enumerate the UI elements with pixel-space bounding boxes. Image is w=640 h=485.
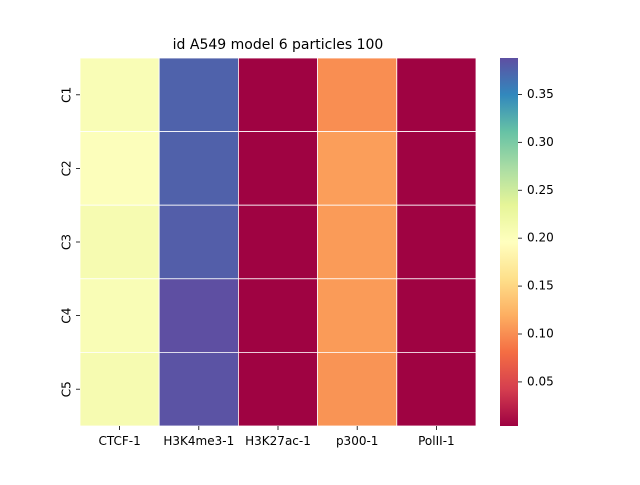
colorbar-tick-label: 0.35 (527, 87, 554, 101)
heatmap-cell (396, 278, 477, 353)
y-tick-label: C2 (60, 160, 74, 176)
heatmap-cell (317, 278, 398, 353)
colorbar-tick-label: 0.20 (527, 231, 554, 245)
chart-title: id A549 model 6 particles 100 (173, 37, 384, 53)
y-tick-label: C3 (60, 234, 74, 250)
colorbar-tick-label: 0.30 (527, 135, 554, 149)
y-tick-label: C5 (60, 381, 74, 397)
heatmap-cell (79, 278, 160, 353)
heatmap-cell (396, 57, 477, 132)
heatmap-cell (237, 57, 318, 132)
heatmap-cell (237, 351, 318, 427)
x-tick-label: PolII-1 (418, 434, 455, 448)
heatmap-cell (317, 131, 398, 206)
heatmap-cell (237, 204, 318, 280)
heatmap-cell (79, 204, 160, 280)
colorbar-tick-label: 0.10 (527, 327, 554, 341)
x-tick-labels: CTCF-1 H3K4me3-1 H3K27ac-1 p300-1 PolII-1 (98, 426, 455, 448)
heatmap-cell (237, 131, 318, 206)
x-tick-label: p300-1 (336, 434, 379, 448)
heatmap-cell (79, 351, 160, 427)
heatmap-cell (79, 131, 160, 206)
heatmap-cell (237, 278, 318, 353)
heatmap-cell (317, 204, 398, 280)
colorbar: 0.05 0.10 0.15 0.20 0.25 0.30 0.35 (500, 58, 554, 426)
heatmap-cell (396, 131, 477, 206)
heatmap-cell (317, 351, 398, 427)
heatmap-cell (396, 204, 477, 280)
colorbar-tick-label: 0.15 (527, 279, 554, 293)
heatmap-cell (158, 204, 239, 280)
heatmap-cell (79, 57, 160, 132)
heatmap-cell (158, 278, 239, 353)
y-tick-labels: C1 C2 C3 C4 C5 (60, 87, 80, 397)
y-tick-label: C4 (60, 308, 74, 324)
x-tick-label: H3K4me3-1 (163, 434, 234, 448)
heatmap-cell (396, 351, 477, 427)
heatmap-cells (79, 57, 477, 427)
y-tick-label: C1 (60, 87, 74, 103)
colorbar-tick-label: 0.05 (527, 374, 554, 388)
heatmap-cell (158, 57, 239, 132)
x-tick-label: CTCF-1 (98, 434, 140, 448)
colorbar-gradient (500, 58, 518, 426)
x-tick-label: H3K27ac-1 (245, 434, 311, 448)
heatmap-cell (317, 57, 398, 132)
heatmap-cell (158, 131, 239, 206)
colorbar-tick-label: 0.25 (527, 183, 554, 197)
heatmap-cell (158, 351, 239, 427)
